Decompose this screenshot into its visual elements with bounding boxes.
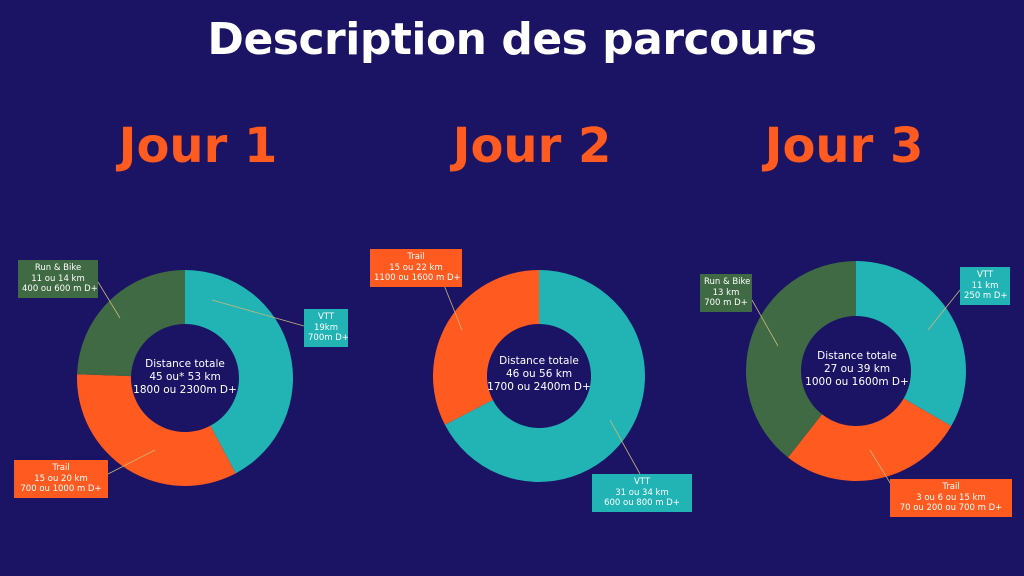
center-line: Distance totale: [817, 350, 897, 362]
day-3-leader-line: [751, 299, 779, 347]
day-1-center-text: Distance totale 45 ou* 53 km 1800 ou 230…: [110, 358, 260, 397]
day-3-leader-line: [927, 289, 961, 331]
day-2-leader-line: [441, 279, 463, 331]
day-3-vtt-label: VTT 11 km 250 m D+: [960, 267, 1010, 305]
label-line: Trail: [52, 463, 70, 473]
label-line: 13 km: [712, 287, 740, 298]
label-line: VTT: [976, 270, 994, 280]
label-line: Run & Bike: [34, 263, 82, 273]
center-line: 1000 ou 1600m D+: [805, 376, 909, 388]
label-line: 700 m D+: [704, 298, 748, 308]
day-2-vtt-label: VTT 31 ou 34 km 600 ou 800 m D+: [592, 474, 692, 512]
center-line: 1800 ou 2300m D+: [133, 384, 237, 396]
label-line: 15 ou 20 km: [34, 473, 88, 484]
day-1-vtt-label: VTT 19km 700m D+: [304, 309, 349, 347]
label-line: 11 ou 14 km: [31, 273, 85, 284]
day-3-run-bike-label: Run & Bike 13 km 700 m D+: [700, 274, 752, 312]
label-line: 19km: [313, 322, 339, 333]
label-line: 700 ou 1000 m D+: [20, 484, 102, 494]
center-line: 1700 ou 2400m D+: [487, 381, 591, 393]
day-3-trail-label: Trail 3 ou 6 ou 15 km 70 ou 200 ou 700 m…: [890, 479, 1012, 517]
label-line: 15 ou 22 km: [389, 262, 443, 273]
day-1-slice-trail: [77, 374, 236, 487]
day-2-leader-line: [609, 419, 641, 475]
day-1-leader-line: [107, 449, 156, 475]
day-2-center-text: Distance totale 46 ou 56 km 1700 ou 2400…: [464, 355, 614, 394]
label-line: 400 ou 600 m D+: [22, 284, 98, 294]
day-2-slice-trail: [433, 270, 539, 425]
day-3-center-text: Distance totale 27 ou 39 km 1000 ou 1600…: [782, 350, 932, 389]
day-3-title: Jour 3: [764, 118, 924, 174]
center-line: Distance totale: [145, 358, 225, 370]
center-line: 45 ou* 53 km: [149, 371, 221, 383]
day-1-run-bike-label: Run & Bike 11 ou 14 km 400 ou 600 m D+: [18, 260, 98, 298]
day-1-leader-line: [211, 299, 305, 327]
day-2-title: Jour 2: [452, 118, 612, 174]
day-1-leader-line: [97, 281, 121, 319]
day-2-slice-vtt: [444, 270, 645, 483]
day-3-slice-vtt: [856, 261, 966, 426]
day-3-slice-run-bike: [746, 261, 856, 458]
center-line: 46 ou 56 km: [505, 368, 573, 380]
center-line: Distance totale: [499, 355, 579, 367]
day-1-slice-vtt: [185, 270, 293, 474]
day-1-slice-run-bike: [77, 270, 185, 377]
label-line: VTT: [633, 477, 651, 487]
label-line: 700m D+: [308, 333, 349, 343]
label-line: 1100 ou 1600 m D+: [374, 273, 461, 283]
label-line: Trail: [407, 252, 425, 262]
label-line: 31 ou 34 km: [615, 487, 669, 498]
label-line: 3 ou 6 ou 15 km: [916, 492, 986, 503]
page-title: Description des parcours: [207, 14, 817, 65]
label-line: Run & Bike: [704, 277, 751, 287]
day-3-slice-trail: [788, 398, 952, 481]
label-line: 11 km: [971, 280, 999, 291]
center-line: 27 ou 39 km: [823, 363, 891, 375]
label-line: 600 ou 800 m D+: [604, 498, 680, 508]
label-line: VTT: [317, 312, 335, 322]
day-2-trail-label: Trail 15 ou 22 km 1100 ou 1600 m D+: [370, 249, 462, 287]
day-1-title: Jour 1: [118, 118, 278, 174]
label-line: 70 ou 200 ou 700 m D+: [899, 503, 1003, 513]
label-line: Trail: [942, 482, 960, 492]
label-line: 250 m D+: [964, 291, 1008, 301]
day-3-leader-line: [869, 449, 893, 487]
day-1-trail-label: Trail 15 ou 20 km 700 ou 1000 m D+: [14, 460, 108, 498]
